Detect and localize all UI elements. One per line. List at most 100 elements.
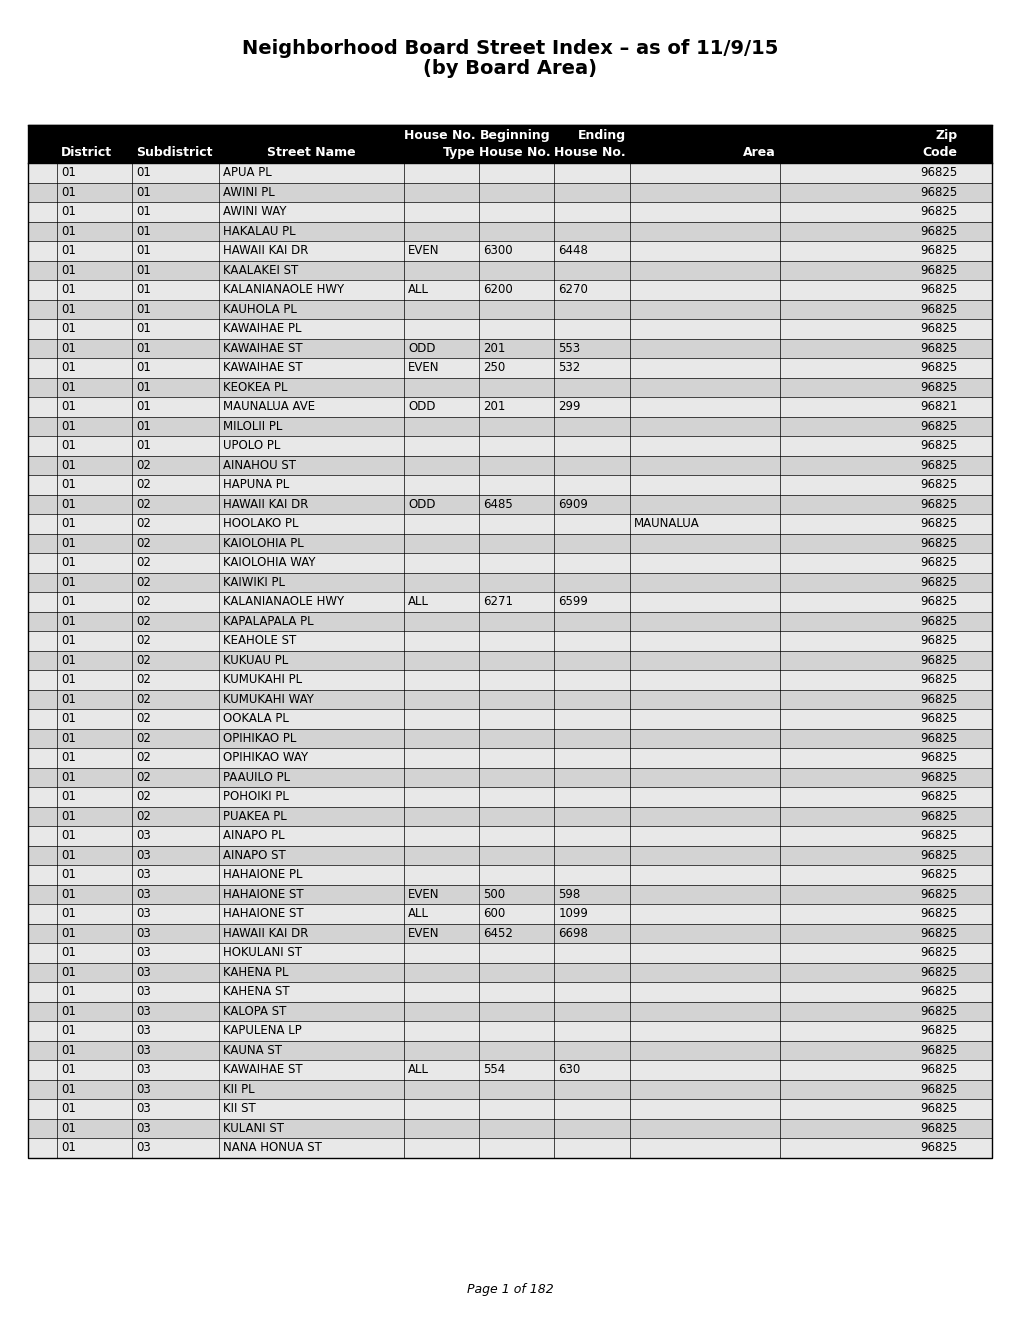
Text: 96825: 96825 [919,731,956,744]
Text: 01: 01 [61,731,75,744]
Text: 01: 01 [61,459,75,471]
Bar [28,280,991,300]
Text: 96825: 96825 [919,713,956,725]
Text: 02: 02 [136,731,151,744]
Bar [28,651,991,671]
Bar [28,397,991,417]
Text: 03: 03 [136,829,151,842]
Bar [28,125,991,162]
Text: KAIOLOHIA WAY: KAIOLOHIA WAY [223,556,315,569]
Text: EVEN: EVEN [408,244,439,257]
Text: District: District [61,145,112,158]
Text: 01: 01 [61,673,75,686]
Text: HOKULANI ST: HOKULANI ST [223,946,302,960]
Text: 96825: 96825 [919,771,956,784]
Bar [28,924,991,942]
Text: 96825: 96825 [919,966,956,978]
Text: 01: 01 [61,537,75,549]
Text: 01: 01 [61,576,75,589]
Text: 96825: 96825 [919,809,956,822]
Text: Beginning: Beginning [479,129,550,143]
Text: KEOKEA PL: KEOKEA PL [223,380,287,393]
Text: 96825: 96825 [919,985,956,998]
Bar [28,378,991,397]
Text: 96825: 96825 [919,907,956,920]
Text: Street Name: Street Name [267,145,356,158]
Text: Page 1 of 182: Page 1 of 182 [466,1283,553,1296]
Text: OPIHIKAO WAY: OPIHIKAO WAY [223,751,308,764]
Text: 01: 01 [61,342,75,355]
Text: 553: 553 [557,342,580,355]
Text: 96825: 96825 [919,1005,956,1018]
Text: 01: 01 [61,186,75,199]
Text: 598: 598 [557,888,580,900]
Text: Type: Type [442,145,475,158]
Text: 96825: 96825 [919,673,956,686]
Text: 6271: 6271 [483,595,513,609]
Text: KEAHOLE ST: KEAHOLE ST [223,634,296,647]
Text: 01: 01 [61,751,75,764]
Text: 01: 01 [136,440,151,453]
Text: 01: 01 [61,420,75,433]
Text: 02: 02 [136,459,151,471]
Text: 96825: 96825 [919,927,956,940]
Bar [28,573,991,591]
Text: 96825: 96825 [919,888,956,900]
Text: 01: 01 [61,1082,75,1096]
Text: ODD: ODD [408,342,435,355]
Bar [28,1138,991,1158]
Bar [28,865,991,884]
Text: Zip: Zip [934,129,956,143]
Text: 03: 03 [136,927,151,940]
Text: 630: 630 [557,1063,580,1076]
Text: KAALAKEI ST: KAALAKEI ST [223,264,298,277]
Text: 03: 03 [136,985,151,998]
Bar [28,1118,991,1138]
Text: 96825: 96825 [919,615,956,628]
Text: 02: 02 [136,634,151,647]
Bar [28,904,991,924]
Text: 6300: 6300 [483,244,513,257]
Text: 96825: 96825 [919,498,956,511]
Text: KAWAIHAE ST: KAWAIHAE ST [223,1063,303,1076]
Text: 96825: 96825 [919,693,956,706]
Text: 96825: 96825 [919,244,956,257]
Text: 01: 01 [61,1024,75,1038]
Text: 96825: 96825 [919,1044,956,1057]
Bar [28,631,991,651]
Text: 03: 03 [136,966,151,978]
Text: 01: 01 [61,829,75,842]
Text: 6485: 6485 [483,498,513,511]
Text: 01: 01 [61,946,75,960]
Text: HAHAIONE PL: HAHAIONE PL [223,869,302,882]
Bar [28,242,991,260]
Bar [28,611,991,631]
Text: PAAUILO PL: PAAUILO PL [223,771,289,784]
Text: 96825: 96825 [919,166,956,180]
Text: APUA PL: APUA PL [223,166,271,180]
Text: 01: 01 [61,713,75,725]
Text: Neighborhood Board Street Index – as of 11/9/15: Neighborhood Board Street Index – as of … [242,38,777,58]
Text: 01: 01 [61,1005,75,1018]
Text: 01: 01 [61,1044,75,1057]
Text: 03: 03 [136,946,151,960]
Text: 01: 01 [61,849,75,862]
Bar [28,358,991,378]
Text: (by Board Area): (by Board Area) [423,58,596,78]
Text: 02: 02 [136,809,151,822]
Text: AWINI WAY: AWINI WAY [223,205,286,218]
Bar [28,1040,991,1060]
Text: 96825: 96825 [919,342,956,355]
Text: 01: 01 [61,205,75,218]
Text: KAWAIHAE ST: KAWAIHAE ST [223,362,303,375]
Text: 03: 03 [136,1102,151,1115]
Bar [28,982,991,1002]
Text: ALL: ALL [408,907,429,920]
Bar [28,338,991,358]
Text: 6270: 6270 [557,284,588,296]
Text: HAHAIONE ST: HAHAIONE ST [223,907,304,920]
Text: 01: 01 [136,362,151,375]
Bar [28,942,991,962]
Text: 01: 01 [61,634,75,647]
Bar [28,767,991,787]
